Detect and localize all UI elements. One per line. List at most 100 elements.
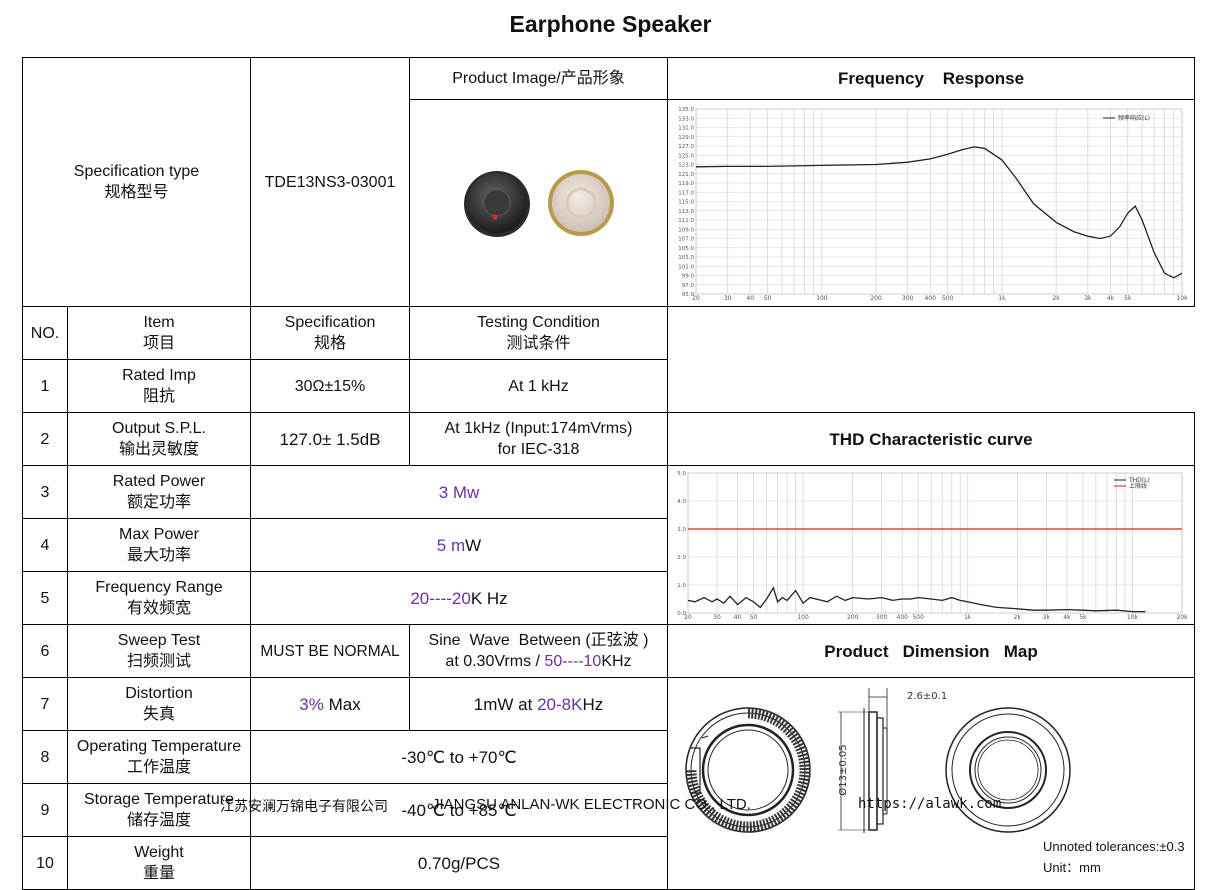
thd-chart-cell: 5.0 4.0 3.0 2.0 1.0 0.0 20 30 40 50 100 200 300 400 50… bbox=[667, 465, 1195, 625]
speaker-back-drawing bbox=[945, 707, 1071, 833]
y-tick-label: 105.0 bbox=[678, 246, 694, 252]
row-condition: Sine Wave Between (正弦波 ) at 0.30Vrms / 50… bbox=[409, 624, 668, 678]
series-line bbox=[687, 585, 1146, 612]
row-item-en: Rated Power bbox=[112, 473, 206, 490]
unit-note: Unit：mm bbox=[1043, 860, 1101, 875]
row-spec: 127.0± 1.5dB bbox=[250, 412, 410, 466]
col-header-cond-cn: 测试条件 bbox=[506, 335, 571, 352]
freq-response-chart: 135.0 133.0 131.0 129.0 127.0 125.0 123.0 121.0… bbox=[678, 107, 1188, 302]
row-item: Rated Imp 阻抗 bbox=[67, 359, 251, 413]
thd-chart: 5.0 4.0 3.0 2.0 1.0 0.020 30 40 50 100 200 300 400 50… bbox=[677, 471, 1188, 621]
col-header-cond-en: Testing Condition bbox=[477, 314, 600, 331]
spec-type-label: Specification type bbox=[73, 163, 200, 180]
row-item-cn: 额定功率 bbox=[126, 494, 191, 511]
row-item-en: Storage Temperature bbox=[83, 791, 234, 808]
x-tick-label: 400 bbox=[897, 614, 909, 621]
dimension-drawing-cell: 2.6±0.1 Ø13±0.05 Unnoted tolerances:±0.3… bbox=[667, 677, 1195, 890]
row-item-en: Operating Temperature bbox=[76, 738, 242, 755]
y-tick-label: 1.0 bbox=[677, 583, 686, 589]
y-tick-label: 131.0 bbox=[678, 126, 694, 132]
x-tick-label: 300 bbox=[876, 614, 888, 621]
row-cond-line1: Sine Wave Between (正弦波 ) bbox=[428, 632, 649, 649]
x-tick-label: 100 bbox=[816, 295, 828, 302]
row-merged-value: 0.70g/PCS bbox=[250, 836, 668, 890]
x-tick-label: 4k bbox=[1107, 295, 1115, 302]
model-number: TDE13NS3-03001 bbox=[250, 57, 410, 307]
thickness-dimension: 2.6±0.1 bbox=[907, 691, 947, 702]
thd-curve-title: THD Characteristic curve bbox=[667, 412, 1195, 466]
x-tick-label: 1k bbox=[998, 295, 1006, 302]
row-item-cn: 重量 bbox=[142, 865, 175, 882]
company-name-en: JIANGSU ANLAN-WK ELECTRONIC CO., LTD. bbox=[432, 796, 751, 813]
y-tick-label: 109.0 bbox=[678, 227, 694, 233]
x-tick-label: 3k bbox=[1043, 614, 1051, 621]
plot-area bbox=[687, 472, 1183, 613]
x-tick-label: 5k bbox=[1124, 295, 1132, 302]
y-tick-label: 111.0 bbox=[678, 218, 694, 224]
y-tick-label: 133.0 bbox=[678, 116, 694, 122]
y-tick-label: 135.0 bbox=[678, 107, 694, 113]
y-tick-label: 125.0 bbox=[678, 153, 694, 159]
row-value-part: 5 m bbox=[436, 535, 466, 555]
row-merged-value: 20----20K Hz bbox=[250, 571, 668, 625]
col-header-spec-cn: 规格 bbox=[313, 335, 346, 352]
row-spec: 3% Max bbox=[250, 677, 410, 731]
x-tick-label: 3k bbox=[1084, 295, 1092, 302]
x-tick-label: 200 bbox=[870, 295, 882, 302]
row-spec-part: 3% bbox=[299, 694, 324, 714]
x-tick-label: 4k bbox=[1063, 614, 1071, 621]
col-header-item-cn: 项目 bbox=[142, 335, 175, 352]
dimension-drawing: 2.6±0.1 Ø13±0.05 Unnoted tolerances:±0.3… bbox=[685, 688, 1185, 875]
x-tick-label: 10k bbox=[1127, 614, 1139, 621]
y-tick-label: 99.0 bbox=[682, 274, 695, 280]
x-tick-label: 2k bbox=[1014, 614, 1022, 621]
x-tick-label: 2k bbox=[1052, 295, 1060, 302]
row-cond-part: 1mW at bbox=[473, 694, 538, 714]
speaker-front-drawing bbox=[685, 707, 811, 833]
row-condition: At 1kHz (Input:174mVrms) for IEC-318 bbox=[409, 412, 668, 466]
row-item-en: Max Power bbox=[118, 526, 200, 543]
y-tick-label: 97.0 bbox=[682, 283, 695, 289]
x-tick-label: 300 bbox=[902, 295, 914, 302]
dimension-map-title: Product Dimension Map bbox=[667, 624, 1195, 678]
x-tick-label: 20 bbox=[692, 295, 700, 302]
row-cond-line1: At 1kHz (Input:174mVrms) bbox=[444, 420, 633, 437]
company-url[interactable]: https://alawk.com bbox=[858, 796, 1002, 812]
y-tick-label: 103.0 bbox=[678, 255, 694, 261]
product-image-cell bbox=[409, 99, 668, 307]
speaker-side-drawing bbox=[838, 688, 888, 833]
y-tick-label: 0.0 bbox=[677, 611, 686, 617]
x-tick-label: 10k bbox=[1176, 295, 1188, 302]
row-no: 1 bbox=[22, 359, 68, 413]
row-item: Frequency Range 有效频宽 bbox=[67, 571, 251, 625]
x-tick-label: 50 bbox=[764, 295, 772, 302]
row-value-part: 20----20 bbox=[410, 588, 471, 608]
legend-label: THD(L) bbox=[1128, 477, 1150, 484]
row-no: 2 bbox=[22, 412, 68, 466]
row-merged-value: 3 Mw bbox=[250, 465, 668, 519]
y-tick-label: 113.0 bbox=[678, 209, 694, 215]
y-tick-label: 5.0 bbox=[677, 471, 686, 477]
spec-type-label-cn: 规格型号 bbox=[104, 184, 169, 201]
spec-table: Specification type 规格型号 TDE13NS3-03001 P… bbox=[22, 57, 1195, 890]
x-tick-label: 20 bbox=[684, 614, 692, 621]
col-header-condition: Testing Condition 测试条件 bbox=[409, 306, 668, 360]
row-item: Storage Temperature 储存温度 bbox=[67, 783, 251, 837]
y-tick-label: 107.0 bbox=[678, 237, 694, 243]
row-value-part: W bbox=[465, 535, 482, 555]
product-image-label: Product Image/产品形象 bbox=[409, 57, 668, 100]
row-item-en: Output S.P.L. bbox=[112, 420, 206, 437]
row-cond-part: KHz bbox=[601, 653, 632, 670]
row-item-cn: 工作温度 bbox=[126, 759, 191, 776]
row-item: Sweep Test 扫频测试 bbox=[67, 624, 251, 678]
x-tick-label: 100 bbox=[797, 614, 809, 621]
row-item-cn: 扫频测试 bbox=[126, 653, 191, 670]
x-tick-label: 40 bbox=[746, 295, 754, 302]
row-item-cn: 失真 bbox=[142, 706, 175, 723]
x-tick-label: 30 bbox=[713, 614, 721, 621]
row-spec: MUST BE NORMAL bbox=[250, 624, 410, 678]
y-tick-label: 3.0 bbox=[677, 527, 686, 533]
x-tick-label: 5k bbox=[1079, 614, 1087, 621]
row-cond-part: Hz bbox=[582, 694, 604, 714]
row-no: 4 bbox=[22, 518, 68, 572]
